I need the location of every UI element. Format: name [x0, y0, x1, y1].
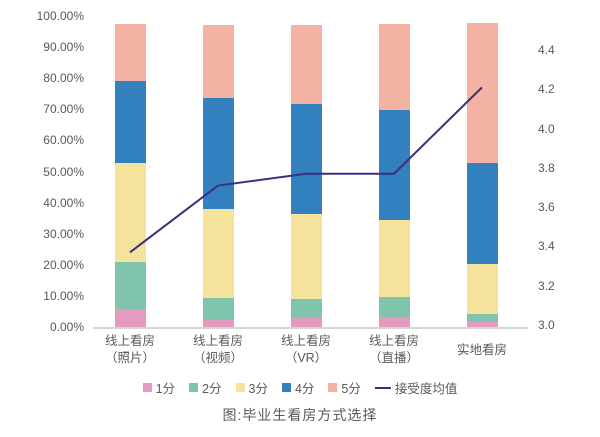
legend-line-sample-icon [374, 386, 391, 389]
x-axis-category-label: 线上看房 （照片） [82, 333, 178, 367]
legend-swatch-icon [235, 383, 245, 392]
bar-segment-1分-线上看房 [378, 317, 410, 327]
legend-item-4分: 4分 [281, 378, 315, 397]
bar-segment-4分-实地看房 [466, 162, 498, 264]
bar-segment-3分-线上看房 [378, 220, 410, 298]
x-axis-category-label-line: （直播） [368, 351, 419, 365]
bar-segment-3分-线上看房 [114, 163, 146, 263]
bar-segment-5分-线上看房 [202, 25, 234, 99]
bar-segment-5分-线上看房 [114, 24, 146, 81]
x-axis-category-label-line: （视频） [192, 351, 243, 365]
legend-item-5分: 5分 [328, 378, 361, 397]
x-axis-category-label-line: 线上看房 [280, 334, 331, 348]
bar-segment-1分-线上看房 [202, 320, 234, 327]
legend-swatch-icon [328, 383, 338, 392]
legend: 1分 2分 3分 4分 5分 接受度均值 [0, 378, 600, 397]
left-axis-tick-label: 30.00% [43, 226, 84, 241]
legend-item-3分: 3分 [235, 378, 268, 397]
bar-segment-3分-线上看房 [290, 214, 322, 299]
bar-segment-4分-线上看房 [378, 109, 410, 221]
left-axis-tick-label: 60.00% [43, 133, 84, 148]
bar-segment-2分-线上看房 [114, 262, 146, 309]
right-axis-tick-label: 4.4 [538, 43, 555, 58]
x-axis-category-label-line: 线上看房 [192, 334, 243, 348]
x-axis-category-label-line: （VR） [284, 351, 328, 365]
bar-segment-2分-线上看房 [290, 298, 322, 318]
left-axis-tick-label: 80.00% [43, 71, 84, 86]
legend-item-接受度均值: 接受度均值 [374, 378, 458, 397]
x-axis-category-label-line: （照片） [104, 351, 155, 365]
chart-caption: 图:毕业生看房方式选择 [222, 407, 378, 423]
bar-segment-1分-线上看房 [114, 308, 146, 327]
legend-swatch-icon [142, 383, 152, 392]
x-axis-category-label-line: 实地看房 [456, 343, 507, 357]
bar-segment-3分-线上看房 [202, 208, 234, 299]
legend-label: 1分 [155, 382, 176, 396]
legend-item-2分: 2分 [189, 378, 222, 397]
bar-segment-4分-线上看房 [202, 98, 234, 209]
right-axis-tick-label: 4.2 [538, 82, 555, 97]
legend-label: 接受度均值 [394, 382, 458, 396]
legend-item-1分: 1分 [142, 378, 176, 397]
legend-label: 2分 [202, 382, 222, 396]
x-axis-category-label: 线上看房 （直播） [346, 333, 442, 367]
left-axis-tick-label: 70.00% [43, 102, 84, 117]
legend-swatch-icon [189, 383, 199, 392]
right-axis-tick-label: 3.2 [538, 278, 555, 293]
left-axis-tick-label: 100.00% [36, 9, 84, 23]
x-axis-category-label: 实地看房 [434, 333, 530, 359]
left-axis-tick-label: 20.00% [43, 257, 84, 272]
bar-segment-4分-线上看房 [290, 104, 322, 215]
x-axis-category-label: 线上看房 （视频） [170, 333, 266, 367]
left-axis-tick-label: 90.00% [43, 40, 84, 55]
bar-segment-3分-实地看房 [466, 263, 498, 314]
bar-segment-2分-实地看房 [466, 313, 498, 323]
right-axis-tick-label: 3.0 [538, 318, 555, 332]
right-axis-tick-label: 3.6 [538, 200, 555, 215]
x-axis-category-label-line: 线上看房 [368, 334, 419, 348]
x-axis-category-label-line: 线上看房 [104, 334, 155, 348]
right-axis-tick-label: 4.0 [538, 121, 555, 136]
bar-segment-5分-实地看房 [466, 22, 498, 163]
left-axis-tick-label: 0.00% [49, 320, 84, 334]
legend-label: 5分 [341, 382, 361, 396]
x-axis-category-label: 线上看房 （VR） [258, 333, 354, 367]
left-axis-tick-label: 10.00% [43, 288, 84, 303]
bar-segment-1分-实地看房 [466, 322, 498, 327]
legend-swatch-icon [281, 383, 291, 392]
bar-segment-5分-线上看房 [378, 23, 410, 110]
legend-label: 3分 [248, 382, 268, 396]
bar-segment-2分-线上看房 [378, 297, 410, 318]
x-axis-line [93, 327, 528, 329]
legend-label: 4分 [294, 382, 315, 396]
left-axis-tick-label: 50.00% [43, 164, 84, 179]
bar-segment-1分-线上看房 [290, 317, 322, 327]
left-axis-tick-label: 40.00% [43, 195, 84, 210]
bar-segment-2分-线上看房 [202, 298, 234, 321]
right-axis-tick-label: 3.4 [538, 239, 555, 254]
bar-segment-5分-线上看房 [290, 24, 322, 104]
bar-segment-4分-线上看房 [114, 80, 146, 164]
right-axis-tick-label: 3.8 [538, 160, 555, 175]
